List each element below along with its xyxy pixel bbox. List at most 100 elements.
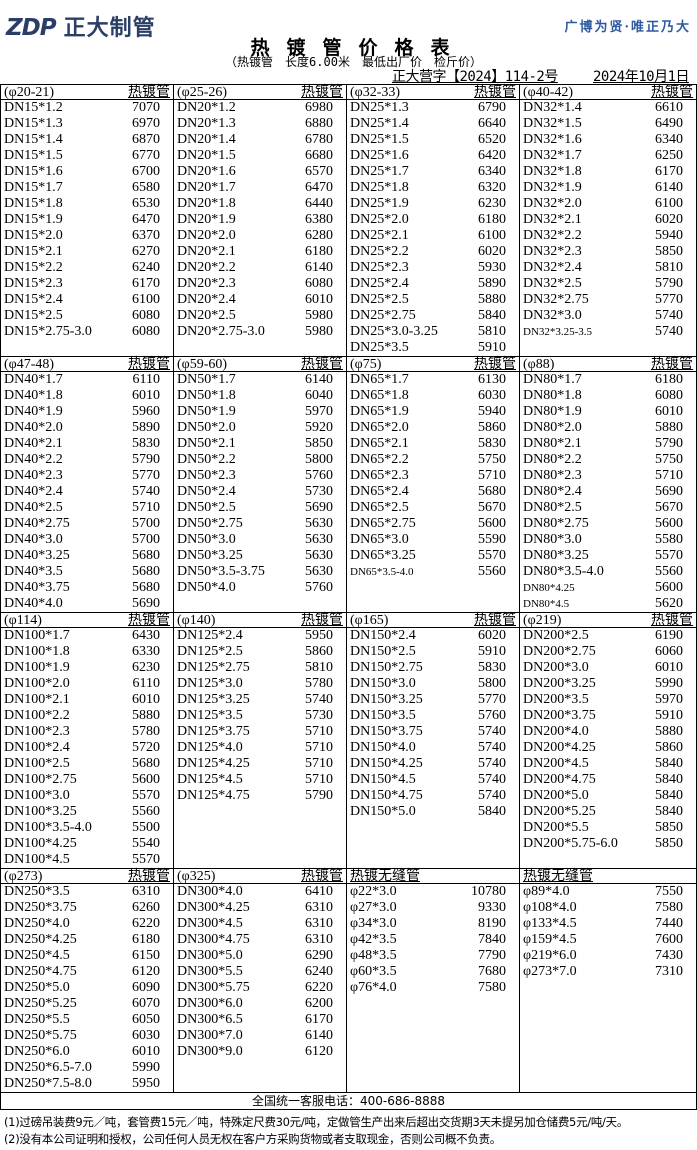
price: 6080 bbox=[132, 324, 160, 339]
pipe-spec: DN40*3.5 bbox=[4, 564, 63, 579]
price: 5950 bbox=[132, 1076, 160, 1091]
price-row: DN200*3.75 5910 bbox=[523, 708, 693, 724]
price-row: DN15*1.5 6770 bbox=[4, 148, 170, 164]
section-body: DN15*1.2 7070 DN15*1.3 6970 DN15*1.4 6870 DN15… bbox=[1, 100, 696, 356]
pipe-spec: DN65*2.4 bbox=[350, 484, 409, 499]
pipe-spec: DN65*2.75 bbox=[350, 516, 416, 531]
price-row: DN50*2.2 5800 bbox=[177, 452, 343, 468]
price: 6030 bbox=[478, 388, 506, 403]
price-row: DN40*4.0 5690 bbox=[4, 596, 170, 612]
pipe-spec: DN80*2.0 bbox=[523, 420, 582, 435]
price: 5780 bbox=[132, 724, 160, 739]
pipe-spec: DN50*3.0 bbox=[177, 532, 236, 547]
pipe-spec: DN100*3.5-4.0 bbox=[4, 820, 92, 835]
price: 5950 bbox=[305, 628, 333, 643]
product-type: 热镀管 bbox=[301, 85, 343, 100]
price-row: DN200*4.25 5860 bbox=[523, 740, 693, 756]
price: 5780 bbox=[305, 676, 333, 691]
price: 5970 bbox=[655, 692, 683, 707]
price: 5750 bbox=[478, 452, 506, 467]
pipe-spec: DN65*1.8 bbox=[350, 388, 409, 403]
pipe-spec: DN250*5.5 bbox=[4, 1012, 70, 1027]
price: 6280 bbox=[305, 228, 333, 243]
price-row: DN32*2.2 5940 bbox=[523, 228, 693, 244]
price: 5810 bbox=[305, 660, 333, 675]
size-range: (φ75) bbox=[350, 357, 382, 372]
price-row: DN100*2.2 5880 bbox=[4, 708, 170, 724]
section-header: (φ47-48) 热镀管 (φ59-60) 热镀管 (φ75) 热镀管 (φ88) 热镀管 bbox=[1, 356, 696, 372]
price-row: DN80*4.25 5600 bbox=[523, 580, 693, 596]
pipe-spec: DN25*2.75 bbox=[350, 308, 416, 323]
pipe-spec: DN40*2.3 bbox=[4, 468, 63, 483]
price: 6440 bbox=[305, 196, 333, 211]
pipe-spec: DN150*4.5 bbox=[350, 772, 416, 787]
price-row: DN15*2.1 6270 bbox=[4, 244, 170, 260]
price: 5690 bbox=[655, 484, 683, 499]
column-header: (φ40-42) 热镀管 bbox=[520, 85, 696, 100]
price: 6970 bbox=[132, 116, 160, 131]
price-row: DN65*3.25 5570 bbox=[350, 548, 516, 564]
price: 6240 bbox=[132, 260, 160, 275]
price: 6870 bbox=[132, 132, 160, 147]
price: 5770 bbox=[132, 468, 160, 483]
price: 6090 bbox=[132, 980, 160, 995]
price: 5710 bbox=[305, 724, 333, 739]
price: 6230 bbox=[132, 660, 160, 675]
price-row: DN20*2.75-3.0 5980 bbox=[177, 324, 343, 340]
price-row: DN125*3.5 5730 bbox=[177, 708, 343, 724]
price-row: DN125*4.25 5710 bbox=[177, 756, 343, 772]
price: 5700 bbox=[132, 516, 160, 531]
pipe-spec: DN100*1.7 bbox=[4, 628, 70, 643]
price: 5680 bbox=[478, 484, 506, 499]
price-table: (φ20-21) 热镀管 (φ25-26) 热镀管 (φ32-33) 热镀管 (φ40-42… bbox=[0, 84, 697, 1110]
pipe-spec: DN20*1.4 bbox=[177, 132, 236, 147]
price-row: φ108*4.0 7580 bbox=[523, 900, 693, 916]
price-row: DN200*4.75 5840 bbox=[523, 772, 693, 788]
price: 6140 bbox=[655, 180, 683, 195]
price-row: DN125*4.0 5710 bbox=[177, 740, 343, 756]
size-range: (φ20-21) bbox=[4, 85, 55, 100]
price-row: DN40*2.4 5740 bbox=[4, 484, 170, 500]
price: 5960 bbox=[132, 404, 160, 419]
pipe-spec: DN200*3.0 bbox=[523, 660, 589, 675]
price-row: DN100*1.9 6230 bbox=[4, 660, 170, 676]
pipe-spec: DN32*2.5 bbox=[523, 276, 582, 291]
price: 5830 bbox=[132, 436, 160, 451]
pipe-spec: DN40*2.0 bbox=[4, 420, 63, 435]
price-row: DN40*3.0 5700 bbox=[4, 532, 170, 548]
price: 6050 bbox=[132, 1012, 160, 1027]
price-row: DN32*3.0 5740 bbox=[523, 308, 693, 324]
price: 6780 bbox=[305, 132, 333, 147]
column-header: (φ88) 热镀管 bbox=[520, 357, 696, 372]
price-row: DN80*1.7 6180 bbox=[523, 372, 693, 388]
price-row: DN65*2.0 5860 bbox=[350, 420, 516, 436]
price: 6270 bbox=[132, 244, 160, 259]
price-row: DN20*2.3 6080 bbox=[177, 276, 343, 292]
price: 6490 bbox=[655, 116, 683, 131]
price-row: DN20*1.9 6380 bbox=[177, 212, 343, 228]
pipe-spec: DN125*3.5 bbox=[177, 708, 243, 723]
product-type: 热镀管 bbox=[128, 613, 170, 628]
price: 6140 bbox=[305, 1028, 333, 1043]
price-row: DN15*2.0 6370 bbox=[4, 228, 170, 244]
pipe-spec: DN15*1.3 bbox=[4, 116, 63, 131]
price-row: DN250*4.0 6220 bbox=[4, 916, 170, 932]
price: 6520 bbox=[478, 132, 506, 147]
price: 5910 bbox=[655, 708, 683, 723]
price-row: DN32*1.5 6490 bbox=[523, 116, 693, 132]
price-row: DN20*1.2 6980 bbox=[177, 100, 343, 116]
column-header: (φ20-21) 热镀管 bbox=[1, 85, 174, 100]
price-row: DN200*2.5 6190 bbox=[523, 628, 693, 644]
price: 5940 bbox=[655, 228, 683, 243]
price: 5680 bbox=[132, 564, 160, 579]
price: 5570 bbox=[655, 548, 683, 563]
pipe-spec: DN125*2.5 bbox=[177, 644, 243, 659]
price: 6080 bbox=[305, 276, 333, 291]
pipe-spec: DN250*5.75 bbox=[4, 1028, 77, 1043]
pipe-spec: DN25*2.2 bbox=[350, 244, 409, 259]
price: 6100 bbox=[478, 228, 506, 243]
price-row: DN20*2.5 5980 bbox=[177, 308, 343, 324]
price-column: DN25*1.3 6790 DN25*1.4 6640 DN25*1.5 6520 DN25… bbox=[347, 100, 520, 356]
pipe-spec: DN15*2.3 bbox=[4, 276, 63, 291]
pipe-spec: φ76*4.0 bbox=[350, 980, 397, 995]
